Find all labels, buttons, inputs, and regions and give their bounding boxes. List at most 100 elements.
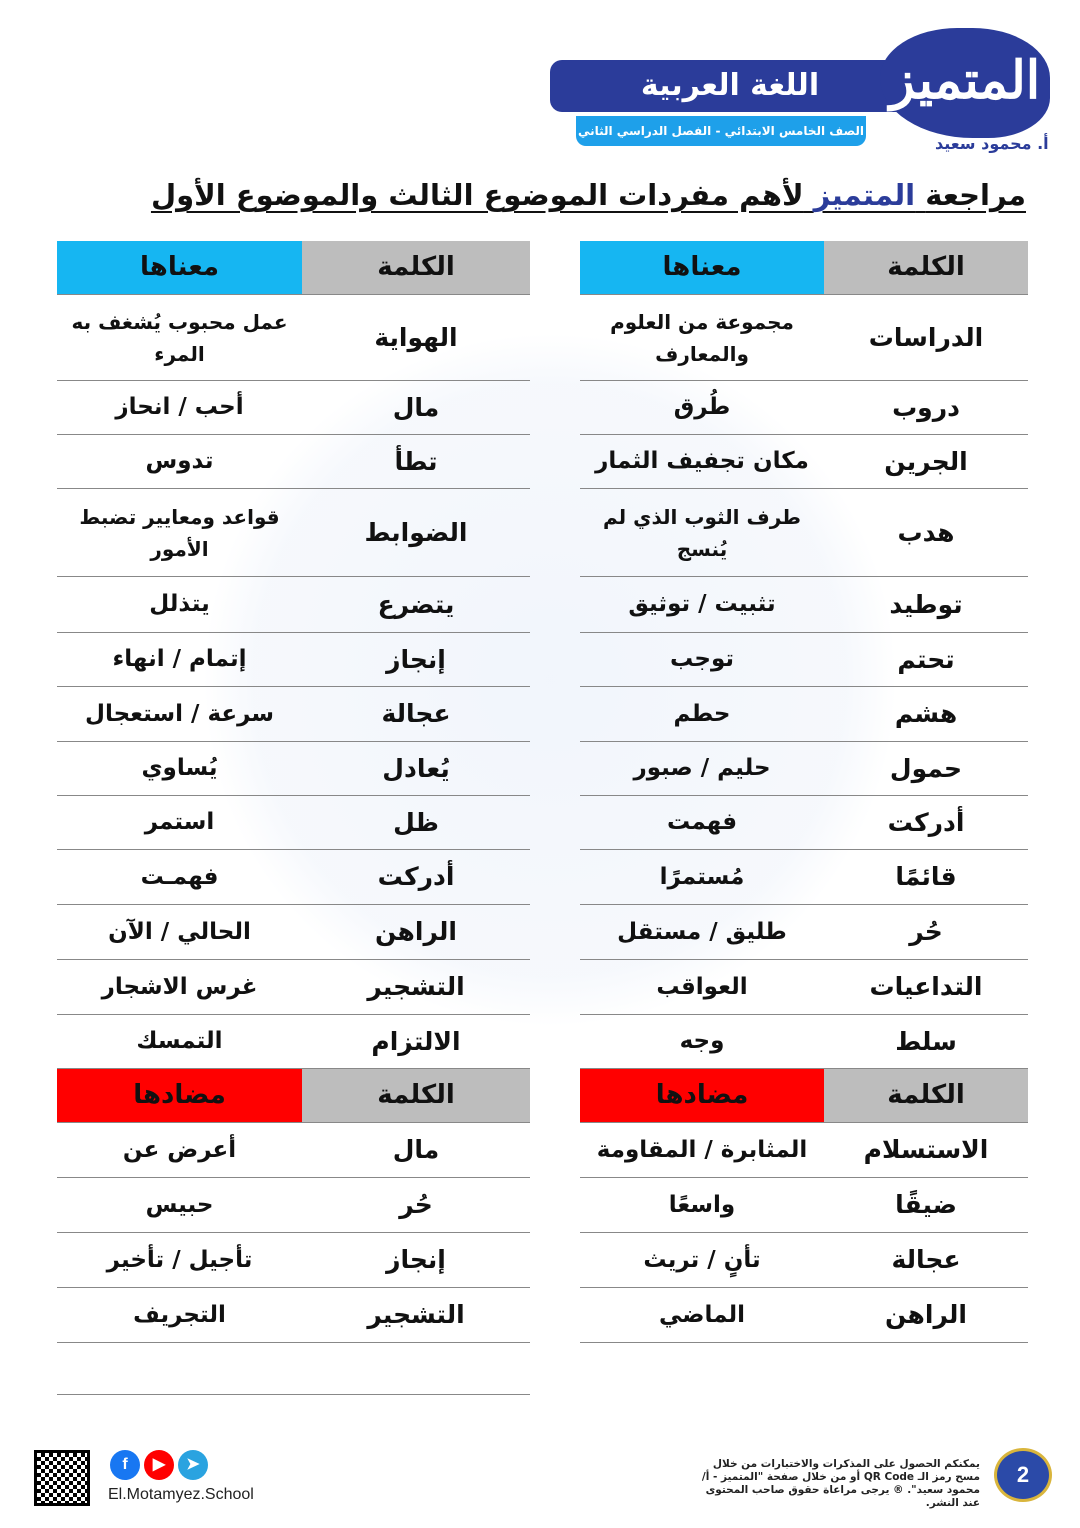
word-header: الكلمة (824, 1069, 1028, 1122)
antonym-row: الاستسلام المثابرة / المقاومة (580, 1123, 1028, 1178)
antonym-row: الراهن الماضي (580, 1288, 1028, 1343)
meaning-cell: حطم (673, 700, 731, 727)
meaning-cell: أحب / انحاز (115, 394, 244, 421)
meaning-cell: طُرق (673, 394, 731, 421)
word-cell: حمول (889, 753, 963, 783)
word-cell: إنجاز (386, 1245, 446, 1274)
word-cell: الهواية (374, 322, 458, 352)
word-cell: الجرين (884, 446, 968, 476)
antonym-row: عجالة تأنٍ / تريث (580, 1233, 1028, 1288)
table-row: حُر طليق / مستقل (580, 905, 1028, 960)
antonym-row: ضيقًا واسعًا (580, 1178, 1028, 1233)
antonym-cell: الماضي (658, 1301, 746, 1328)
meaning-cell: إتمام / انهاء (112, 646, 247, 673)
meaning-cell: غرس الاشجار (101, 973, 258, 1000)
meaning-cell: وجه (679, 1028, 725, 1055)
word-cell: مال (392, 1135, 440, 1164)
word-cell: ضيقًا (895, 1190, 957, 1219)
right-vocab-table: الكلمة معناها الدراسات مجموعة من العلوم وال… (580, 241, 1028, 1343)
meaning-cell: يتذلل (149, 591, 210, 618)
table-row: التداعيات العواقب (580, 960, 1028, 1015)
table-row: الدراسات مجموعة من العلوم والمعارف (580, 295, 1028, 381)
antonym-cell: أعرض عن (122, 1136, 237, 1163)
empty-row (57, 1343, 530, 1395)
word-cell: الاستسلام (863, 1135, 989, 1164)
word-cell: الراهن (885, 1300, 967, 1329)
left-vocab-table: الكلمة معناها الهواية عمل محبوب يُشغف به ال… (57, 241, 530, 1395)
word-cell: التشجير (367, 972, 465, 1001)
table-row: سلط وجه (580, 1015, 1028, 1069)
antonym-header: مضادها (580, 1069, 824, 1122)
facebook-icon[interactable]: f (110, 1450, 140, 1480)
word-cell: سلط (895, 1026, 957, 1056)
footer-note: يمكنكم الحصول على المذكرات والاختبارات م… (701, 1458, 980, 1509)
meaning-cell: طرف الثوب الذي لم يُنسج (602, 504, 801, 561)
table-row: هشم حطم (580, 687, 1028, 742)
meaning-header: معناها (580, 241, 824, 294)
word-cell: عجالة (381, 699, 451, 728)
meaning-cell: عمل محبوب يُشغف به المرء (71, 309, 288, 366)
antonym-cell: المثابرة / المقاومة (596, 1136, 808, 1163)
table-row: أدركت فهمت (580, 796, 1028, 850)
table-row: التشجير غرس الاشجار (57, 960, 530, 1015)
antonym-header: مضادها (57, 1069, 302, 1122)
page-number: 2 (994, 1448, 1052, 1502)
table-header: الكلمة معناها (57, 241, 530, 295)
qr-code[interactable] (34, 1450, 90, 1506)
table-row: الراهن الحالي / الآن (57, 905, 530, 960)
telegram-icon[interactable]: ➤ (178, 1450, 208, 1480)
social-icons: f ▶ ➤ (110, 1450, 208, 1480)
word-cell: قائمًا (895, 862, 957, 891)
meaning-cell: تثبيت / توثيق (628, 591, 776, 618)
antonym-cell: تأجيل / تأخير (106, 1246, 253, 1273)
meaning-cell: استمر (144, 809, 215, 836)
table-row: إنجاز إتمام / انهاء (57, 633, 530, 687)
word-cell: هدب (897, 517, 955, 547)
table-row: الضوابط قواعد ومعايير تضبط الأمور (57, 489, 530, 577)
meaning-cell: فهمـت (140, 863, 219, 890)
word-cell: أدركت (887, 807, 965, 837)
table-row: تطأ تدوس (57, 435, 530, 489)
antonym-row: التشجير التجريف (57, 1288, 530, 1343)
table-header: الكلمة معناها (580, 241, 1028, 295)
table-row: قائمًا مُستمرًا (580, 850, 1028, 905)
word-cell: الدراسات (868, 322, 984, 352)
word-header: الكلمة (302, 241, 530, 294)
author-name: أ. محمود سعيد (935, 134, 1049, 153)
word-cell: هشم (894, 699, 958, 728)
meaning-header: معناها (57, 241, 302, 294)
table-row: عجالة سرعة / استعجال (57, 687, 530, 742)
table-row: حمول حليم / صبور (580, 742, 1028, 796)
word-cell: عجالة (891, 1245, 961, 1274)
word-cell: حُر (909, 917, 943, 946)
word-cell: دروب (892, 392, 960, 422)
antonym-row: حُر حبيس (57, 1178, 530, 1233)
table-row: توطيد تثبيت / توثيق (580, 577, 1028, 633)
antonym-row: مال أعرض عن (57, 1123, 530, 1178)
table-row: هدب طرف الثوب الذي لم يُنسج (580, 489, 1028, 577)
subject-banner: اللغة العربية (550, 60, 910, 112)
logo: المتميز (880, 28, 1050, 138)
antonym-cell: التجريف (133, 1301, 226, 1328)
meaning-cell: العواقب (656, 973, 748, 1000)
word-cell: التداعيات (869, 972, 983, 1001)
youtube-icon[interactable]: ▶ (144, 1450, 174, 1480)
word-cell: التشجير (367, 1300, 465, 1329)
word-cell: حُر (399, 1190, 433, 1219)
meaning-cell: توجب (670, 646, 734, 673)
table-row: أدركت فهمـت (57, 850, 530, 905)
table-row: دروب طُرق (580, 381, 1028, 435)
word-cell: إنجاز (386, 644, 446, 674)
word-cell: الراهن (375, 917, 457, 946)
antonym-cell: تأنٍ / تريث (643, 1246, 761, 1273)
title-part2: لأهم مفردات الموضوع الثالث والموضوع الأو… (150, 178, 804, 212)
meaning-cell: قواعد ومعايير تضبط الأمور (79, 504, 280, 561)
antonym-header-row: الكلمة مضادها (580, 1069, 1028, 1123)
title-highlight: المتميز (813, 178, 916, 212)
meaning-cell: تدوس (145, 448, 214, 475)
word-cell: يُعادل (382, 753, 450, 783)
word-cell: الالتزام (371, 1026, 461, 1056)
word-cell: تحتم (897, 644, 955, 674)
word-cell: أدركت (377, 862, 455, 891)
table-row: الالتزام التمسك (57, 1015, 530, 1069)
